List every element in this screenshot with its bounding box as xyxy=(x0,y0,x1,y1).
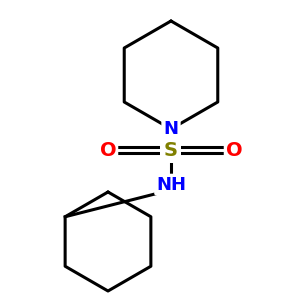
Text: NH: NH xyxy=(156,176,186,194)
Text: O: O xyxy=(226,140,242,160)
Text: O: O xyxy=(100,140,116,160)
Text: S: S xyxy=(164,140,178,160)
Text: N: N xyxy=(164,120,178,138)
